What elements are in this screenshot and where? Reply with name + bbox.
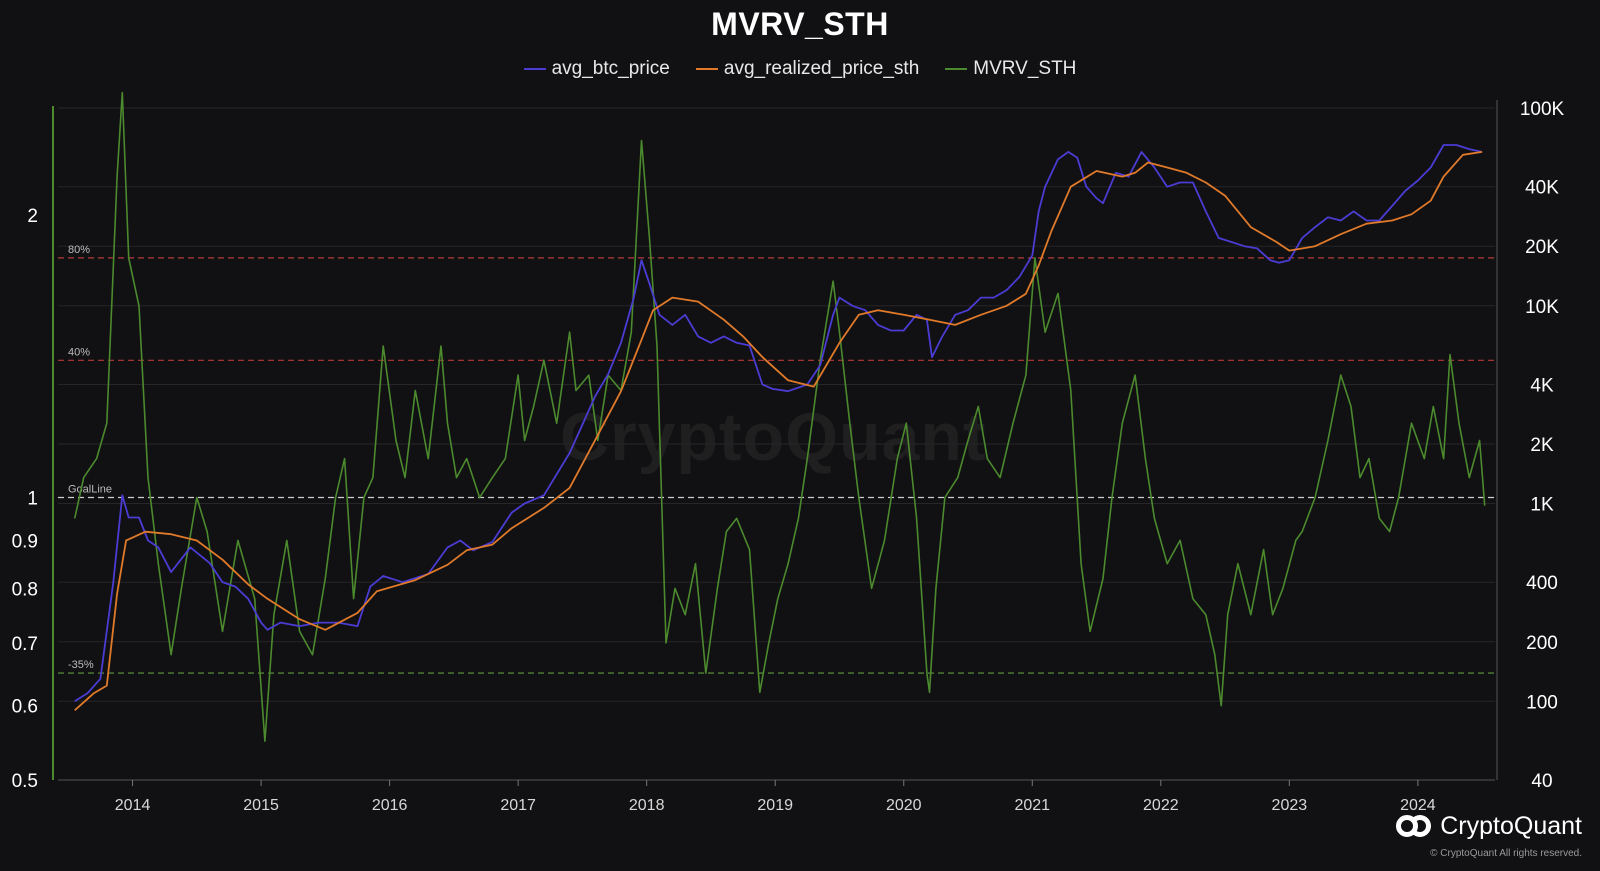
x-tick-label: 2017 (500, 797, 536, 814)
watermark: CryptoQuant (560, 399, 987, 475)
chart-legend: avg_btc_price avg_realized_price_sth MVR… (0, 58, 1600, 80)
y-right-tick-label: 40 (1531, 771, 1552, 792)
y-right-tick-label: 200 (1526, 633, 1558, 654)
reference-line-label: 40% (68, 346, 90, 358)
y-right-tick-label: 20K (1525, 237, 1559, 258)
legend-item-btc-price[interactable]: avg_btc_price (523, 58, 670, 80)
y-left-tick-label: 0.6 (12, 697, 38, 718)
y-right-tick-label: 1K (1530, 495, 1554, 516)
reference-line-label: 80% (68, 244, 90, 256)
y-left-tick-label: 0.9 (12, 531, 38, 552)
x-tick-label: 2021 (1014, 797, 1050, 814)
legend-label-realized-price: avg_realized_price_sth (723, 58, 920, 79)
brand-logo: CryptoQuant (1396, 812, 1582, 841)
x-tick-label: 2014 (115, 797, 151, 814)
y-left-tick-label: 0.8 (12, 579, 38, 600)
legend-label-mvrv: MVRV_STH (973, 58, 1077, 79)
y-right-tick-label: 10K (1525, 297, 1559, 318)
x-tick-label: 2018 (629, 797, 665, 814)
y-right-tick-label: 100K (1520, 99, 1565, 120)
legend-item-mvrv[interactable]: MVRV_STH (945, 58, 1076, 80)
legend-label-btc-price: avg_btc_price (551, 58, 670, 79)
legend-swatch-btc-price (523, 68, 546, 70)
y-left-tick-label: 2 (27, 206, 38, 227)
y-left-tick-label: 0.5 (12, 771, 38, 792)
y-right-tick-label: 4K (1530, 375, 1554, 396)
x-tick-label: 2023 (1272, 797, 1308, 814)
legend-item-realized-price[interactable]: avg_realized_price_sth (695, 58, 920, 80)
legend-swatch-realized-price (695, 68, 718, 70)
x-tick-label: 2015 (243, 797, 279, 814)
y-right-tick-label: 40K (1525, 178, 1559, 199)
copyright-text: © CryptoQuant All rights reserved. (1430, 848, 1582, 859)
series-line-mvrv-sth[interactable] (73, 91, 1486, 743)
x-tick-label: 2024 (1400, 797, 1436, 814)
brand-name: CryptoQuant (1440, 812, 1582, 840)
x-tick-label: 2020 (886, 797, 922, 814)
y-left-tick-label: 1 (27, 488, 38, 509)
reference-line-label: GoalLine (68, 483, 112, 495)
y-right-tick-label: 2K (1530, 435, 1554, 456)
reference-line-label: -35% (68, 659, 94, 671)
y-right-tick-label: 100 (1526, 692, 1558, 713)
chart-title: MVRV_STH (711, 6, 889, 42)
y-right-tick-label: 400 (1526, 573, 1558, 594)
x-tick-label: 2016 (372, 797, 408, 814)
series-line-avg-realized-price-sth[interactable] (74, 151, 1483, 711)
x-tick-label: 2019 (757, 797, 793, 814)
series-line-avg-btc-price[interactable] (74, 144, 1483, 703)
legend-swatch-mvrv (945, 68, 968, 70)
y-left-tick-label: 0.7 (12, 634, 38, 655)
cryptoquant-logo-icon (1396, 814, 1432, 839)
x-tick-label: 2022 (1143, 797, 1179, 814)
